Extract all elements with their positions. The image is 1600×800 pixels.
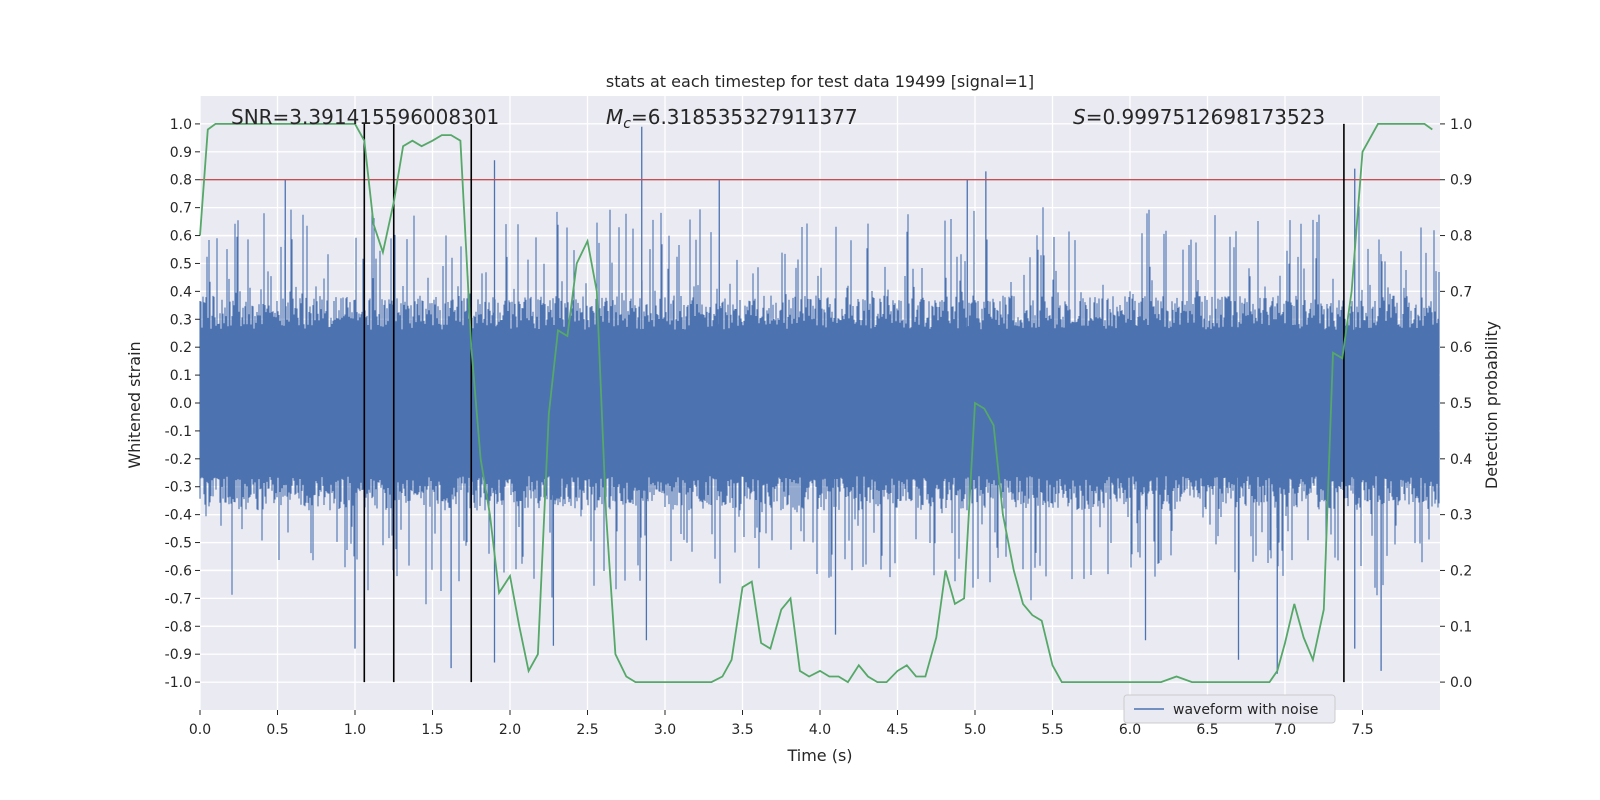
x-tick-label: 0.5 [266, 722, 288, 738]
legend-box [1123, 694, 1336, 724]
y-tick-label: -0.3 [165, 480, 192, 496]
x-tick-label: 0.0 [189, 722, 211, 738]
x-tick-label: 7.5 [1351, 722, 1373, 738]
y-tick-label: -1.0 [165, 675, 192, 691]
chirp-mass-symbol: M [606, 105, 623, 129]
x-tick-label: 4.0 [809, 722, 831, 738]
y-right-tick-label: 0.6 [1450, 340, 1472, 356]
y-tick-label: 0.1 [170, 368, 192, 384]
x-tick-label: 3.5 [731, 722, 753, 738]
x-tick-label: 3.0 [654, 722, 676, 738]
y-right-tick-label: 0.2 [1450, 563, 1472, 579]
x-tick-label: 5.0 [964, 722, 986, 738]
waveform-series [199, 126, 1440, 674]
significance-symbol: S [1073, 105, 1086, 129]
chirp-mass-value: =6.318535327911377 [631, 105, 858, 129]
x-tick-label: 6.5 [1196, 722, 1218, 738]
x-tick-label: 6.0 [1119, 722, 1141, 738]
y-right-axis-label: Detection probability [1482, 321, 1501, 489]
y-right-tick-label: 0.1 [1450, 619, 1472, 635]
x-tick-label: 7.0 [1274, 722, 1296, 738]
y-tick-label: 0.6 [170, 229, 192, 245]
x-tick-label: 4.5 [886, 722, 908, 738]
y-right-tick-label: 0.5 [1450, 396, 1472, 412]
legend: waveform with noise [1123, 694, 1336, 724]
x-tick-label: 2.0 [499, 722, 521, 738]
significance-annotation: S=0.9997512698173523 [1073, 105, 1325, 129]
y-tick-label: 1.0 [170, 117, 192, 133]
detection-probability-line [199, 123, 1433, 684]
x-tick-label: 1.0 [344, 722, 366, 738]
x-tick-label: 2.5 [576, 722, 598, 738]
y-right-tick-label: 1.0 [1450, 117, 1472, 133]
y-axis-ticks: 1.0 0.9 0.8 0.7 0.6 0.5 0.4 0.3 0.2 0.1 0.0 -0.1 -0.… [165, 117, 200, 691]
detection-probability-series [199, 123, 1433, 684]
y-tick-label: -0.7 [165, 591, 192, 607]
significance-value: =0.9997512698173523 [1086, 105, 1325, 129]
y-tick-label: 0.3 [170, 312, 192, 328]
y-right-tick-label: 0.4 [1450, 452, 1472, 468]
vertical-markers [363, 123, 1345, 683]
snr-annotation: SNR=3.391415596008301 [231, 105, 499, 129]
y-right-tick-label: 0.3 [1450, 508, 1472, 524]
y-right-tick-label: 0.9 [1450, 173, 1472, 189]
x-tick-label: 5.5 [1041, 722, 1063, 738]
y-tick-label: -0.5 [165, 536, 192, 552]
x-axis-label: Time (s) [786, 746, 852, 765]
waveform-noise-band [199, 206, 1440, 605]
y-right-tick-label: 0.7 [1450, 284, 1472, 300]
y-tick-label: -0.1 [165, 424, 192, 440]
y-tick-label: -0.9 [165, 647, 192, 663]
y-tick-label: 0.0 [170, 396, 192, 412]
y-right-tick-label: 0.8 [1450, 229, 1472, 245]
chirp-mass-subscript: c [623, 116, 631, 132]
y-tick-label: -0.2 [165, 452, 192, 468]
y-axis-label: Whitened strain [125, 341, 144, 468]
y-tick-label: -0.6 [165, 563, 192, 579]
y-tick-label: -0.8 [165, 619, 192, 635]
chirp-mass-annotation: Mc=6.318535327911377 [606, 105, 858, 132]
y-tick-label: -0.4 [165, 508, 192, 524]
y-right-axis-ticks: 1.0 0.9 0.8 0.7 0.6 0.5 0.4 0.3 0.2 0.1 0.0 [1440, 117, 1472, 691]
y-tick-label: 0.4 [170, 284, 192, 300]
y-tick-label: 0.5 [170, 256, 192, 272]
chart-title: stats at each timestep for test data 194… [606, 72, 1034, 91]
x-tick-label: 1.5 [421, 722, 443, 738]
y-right-tick-label: 0.0 [1450, 675, 1472, 691]
y-tick-label: 0.2 [170, 340, 192, 356]
legend-waveform-label: waveform with noise [1173, 702, 1318, 718]
y-tick-label: 0.7 [170, 201, 192, 217]
y-tick-label: 0.8 [170, 173, 192, 189]
y-tick-label: 0.9 [170, 145, 192, 161]
